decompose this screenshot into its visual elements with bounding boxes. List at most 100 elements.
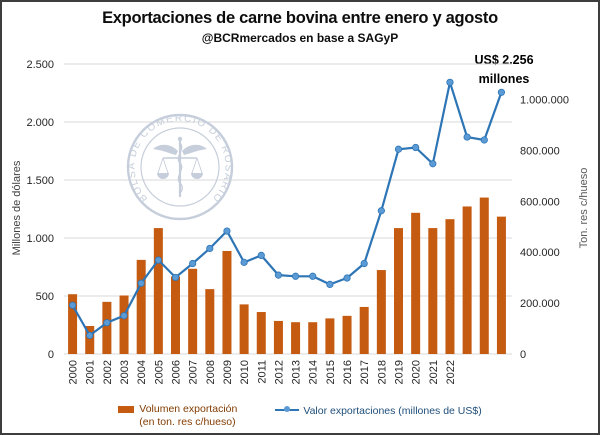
marker-2024	[480, 136, 488, 144]
marker-2007	[189, 259, 197, 268]
marker-2013	[291, 272, 300, 280]
x-axis-label-2001: 2001	[85, 360, 97, 384]
marker-2012	[274, 271, 283, 279]
x-axis-label-2022: 2022	[445, 360, 457, 384]
x-axis-label-2011: 2011	[256, 360, 268, 384]
bar-series-swatch	[118, 406, 135, 413]
marker-2008	[206, 244, 214, 253]
x-axis-label-2019: 2019	[394, 360, 406, 384]
left-axis-tick: 500	[36, 291, 54, 303]
bar-2012	[273, 320, 283, 354]
left-axis-tick: 2.000	[26, 117, 54, 129]
caduceus-wing-right	[182, 144, 207, 155]
bar-2022	[445, 219, 455, 354]
line-series-swatch	[275, 406, 300, 412]
x-axis-label-2020: 2020	[411, 360, 423, 384]
x-axis-label-2006: 2006	[171, 360, 183, 384]
x-axis-label-2013: 2013	[291, 360, 303, 384]
marker-2023	[463, 133, 471, 141]
x-axis-label-2016: 2016	[342, 360, 354, 384]
marker-2019	[394, 145, 403, 153]
bar-2008	[205, 289, 215, 354]
annotation-line-2: millones	[478, 72, 530, 86]
bar-2020	[411, 212, 421, 354]
marker-2010	[240, 258, 248, 266]
legend-item-valor: Valor exportaciones (millones de US$)	[275, 403, 482, 429]
marker-2016	[343, 274, 351, 282]
scale-pan	[157, 173, 169, 179]
x-axis-label-2003: 2003	[119, 360, 131, 384]
marker-2021	[429, 160, 437, 168]
bar-2013	[291, 322, 301, 354]
bar-2015	[325, 318, 335, 354]
x-axis-label-2010: 2010	[239, 360, 251, 384]
left-axis-tick: 2.500	[26, 59, 54, 71]
x-axis-label-2000: 2000	[68, 360, 80, 384]
legend-valor-label: Valor exportaciones (millones de US$)	[303, 405, 482, 417]
marker-2001	[86, 331, 94, 340]
bar-2009	[222, 250, 232, 354]
left-axis-tick: 1.500	[26, 175, 54, 187]
marker-2004	[137, 279, 145, 287]
bar-2025	[496, 216, 506, 354]
scale-pan	[191, 173, 203, 179]
bar-2017	[359, 306, 369, 354]
marker-2017	[360, 259, 368, 268]
x-axis-label-2014: 2014	[308, 360, 320, 384]
bar-2011	[256, 312, 266, 354]
x-axis-label-2015: 2015	[325, 360, 337, 384]
caduceus-snake	[177, 142, 183, 194]
legend: Volumen exportación (en ton. res c/hueso…	[2, 403, 598, 429]
bar-2018	[376, 270, 386, 354]
right-axis-tick: 200.000	[520, 298, 560, 310]
bar-2024	[479, 197, 489, 354]
chart-title: Exportaciones de carne bovina entre ener…	[102, 9, 498, 27]
marker-2011	[257, 251, 265, 259]
bcr-watermark-seal: BOLSA DE COMERCIO DE ROSARIO	[126, 113, 234, 221]
bar-2000	[68, 294, 78, 354]
legend-item-volumen: Volumen exportación (en ton. res c/hueso…	[118, 403, 237, 429]
legend-volumen-label: Volumen exportación	[139, 403, 238, 415]
marker-2005	[154, 256, 162, 264]
x-axis-label-2018: 2018	[376, 360, 388, 384]
x-axis-label-2008: 2008	[205, 360, 217, 384]
bar-2005	[153, 228, 163, 354]
right-axis-tick: 400.000	[520, 247, 560, 259]
value-line	[71, 81, 503, 337]
marker-2003	[120, 312, 128, 320]
caduceus-wing-left	[153, 144, 178, 155]
x-axis-label-2007: 2007	[188, 360, 200, 384]
bar-2016	[342, 315, 352, 354]
left-axis-tick: 1.000	[26, 233, 54, 245]
marker-2014	[309, 272, 317, 280]
bar-2006	[171, 276, 180, 354]
x-axis-label-2017: 2017	[359, 360, 371, 384]
right-axis-tick: 600.000	[520, 196, 560, 208]
x-axis-label-2012: 2012	[273, 360, 285, 384]
chart-subtitle: @BCRmercados en base a SAGyP	[201, 31, 399, 45]
marker-2000	[68, 301, 77, 309]
marker-2022	[446, 78, 454, 86]
bar-2003	[119, 295, 129, 354]
marker-2002	[103, 319, 111, 327]
left-axis-tick: 0	[48, 349, 54, 361]
x-axis-label-2009: 2009	[222, 360, 234, 384]
marker-2006	[171, 273, 180, 282]
bar-2021	[428, 228, 438, 354]
legend-volumen-label-2: (en ton. res c/hueso)	[139, 416, 236, 428]
x-axis-label-2004: 2004	[136, 360, 148, 384]
right-axis-tick: 1.000.000	[520, 95, 569, 107]
bar-2004	[136, 259, 146, 354]
x-axis-label-2002: 2002	[102, 360, 114, 384]
x-axis-label-2005: 2005	[153, 360, 165, 384]
bar-2010	[239, 304, 249, 354]
marker-2009	[223, 227, 231, 235]
bar-2014	[308, 322, 318, 354]
bar-2002	[102, 301, 112, 354]
bar-2019	[394, 228, 403, 354]
x-axis-label-2021: 2021	[428, 360, 440, 384]
right-axis-tick: 800.000	[520, 145, 560, 157]
right-axis-tick: 0	[520, 349, 526, 361]
marker-2025	[497, 88, 506, 96]
